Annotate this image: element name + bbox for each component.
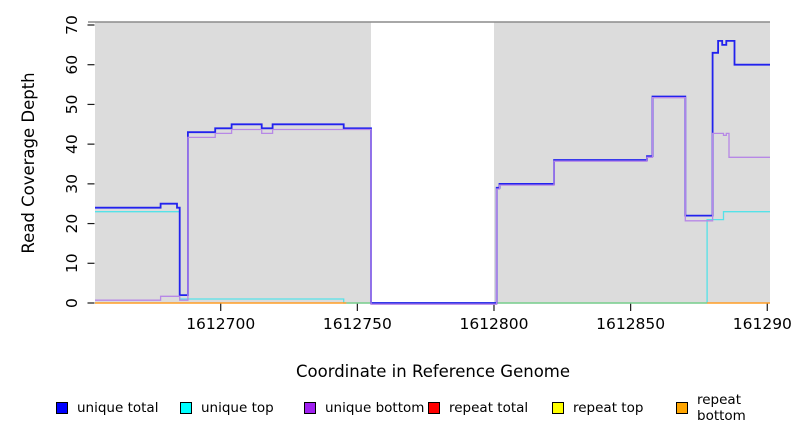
covered-region-right	[493, 22, 770, 303]
y-tick-label: 10	[63, 253, 81, 273]
y-axis-title: Read Coverage Depth	[19, 72, 38, 253]
x-tick-label: 1612850	[596, 315, 665, 333]
covered-region-left	[95, 22, 372, 303]
x-tick-label: 1612800	[459, 315, 528, 333]
x-tick-label: 1612750	[323, 315, 392, 333]
x-axis-title: Coordinate in Reference Genome	[296, 362, 570, 381]
y-tick-label: 0	[63, 298, 81, 308]
y-tick-label: 60	[63, 55, 81, 75]
y-tick-label: 40	[63, 134, 81, 154]
series-line-unique-bottom	[95, 97, 770, 305]
y-tick-label: 20	[63, 214, 81, 234]
y-tick-label: 30	[63, 174, 81, 194]
y-tick-label: 70	[63, 15, 81, 35]
x-tick-label: 1612700	[186, 315, 255, 333]
y-tick-label: 50	[63, 95, 81, 115]
zero-coverage-gap	[371, 22, 494, 303]
